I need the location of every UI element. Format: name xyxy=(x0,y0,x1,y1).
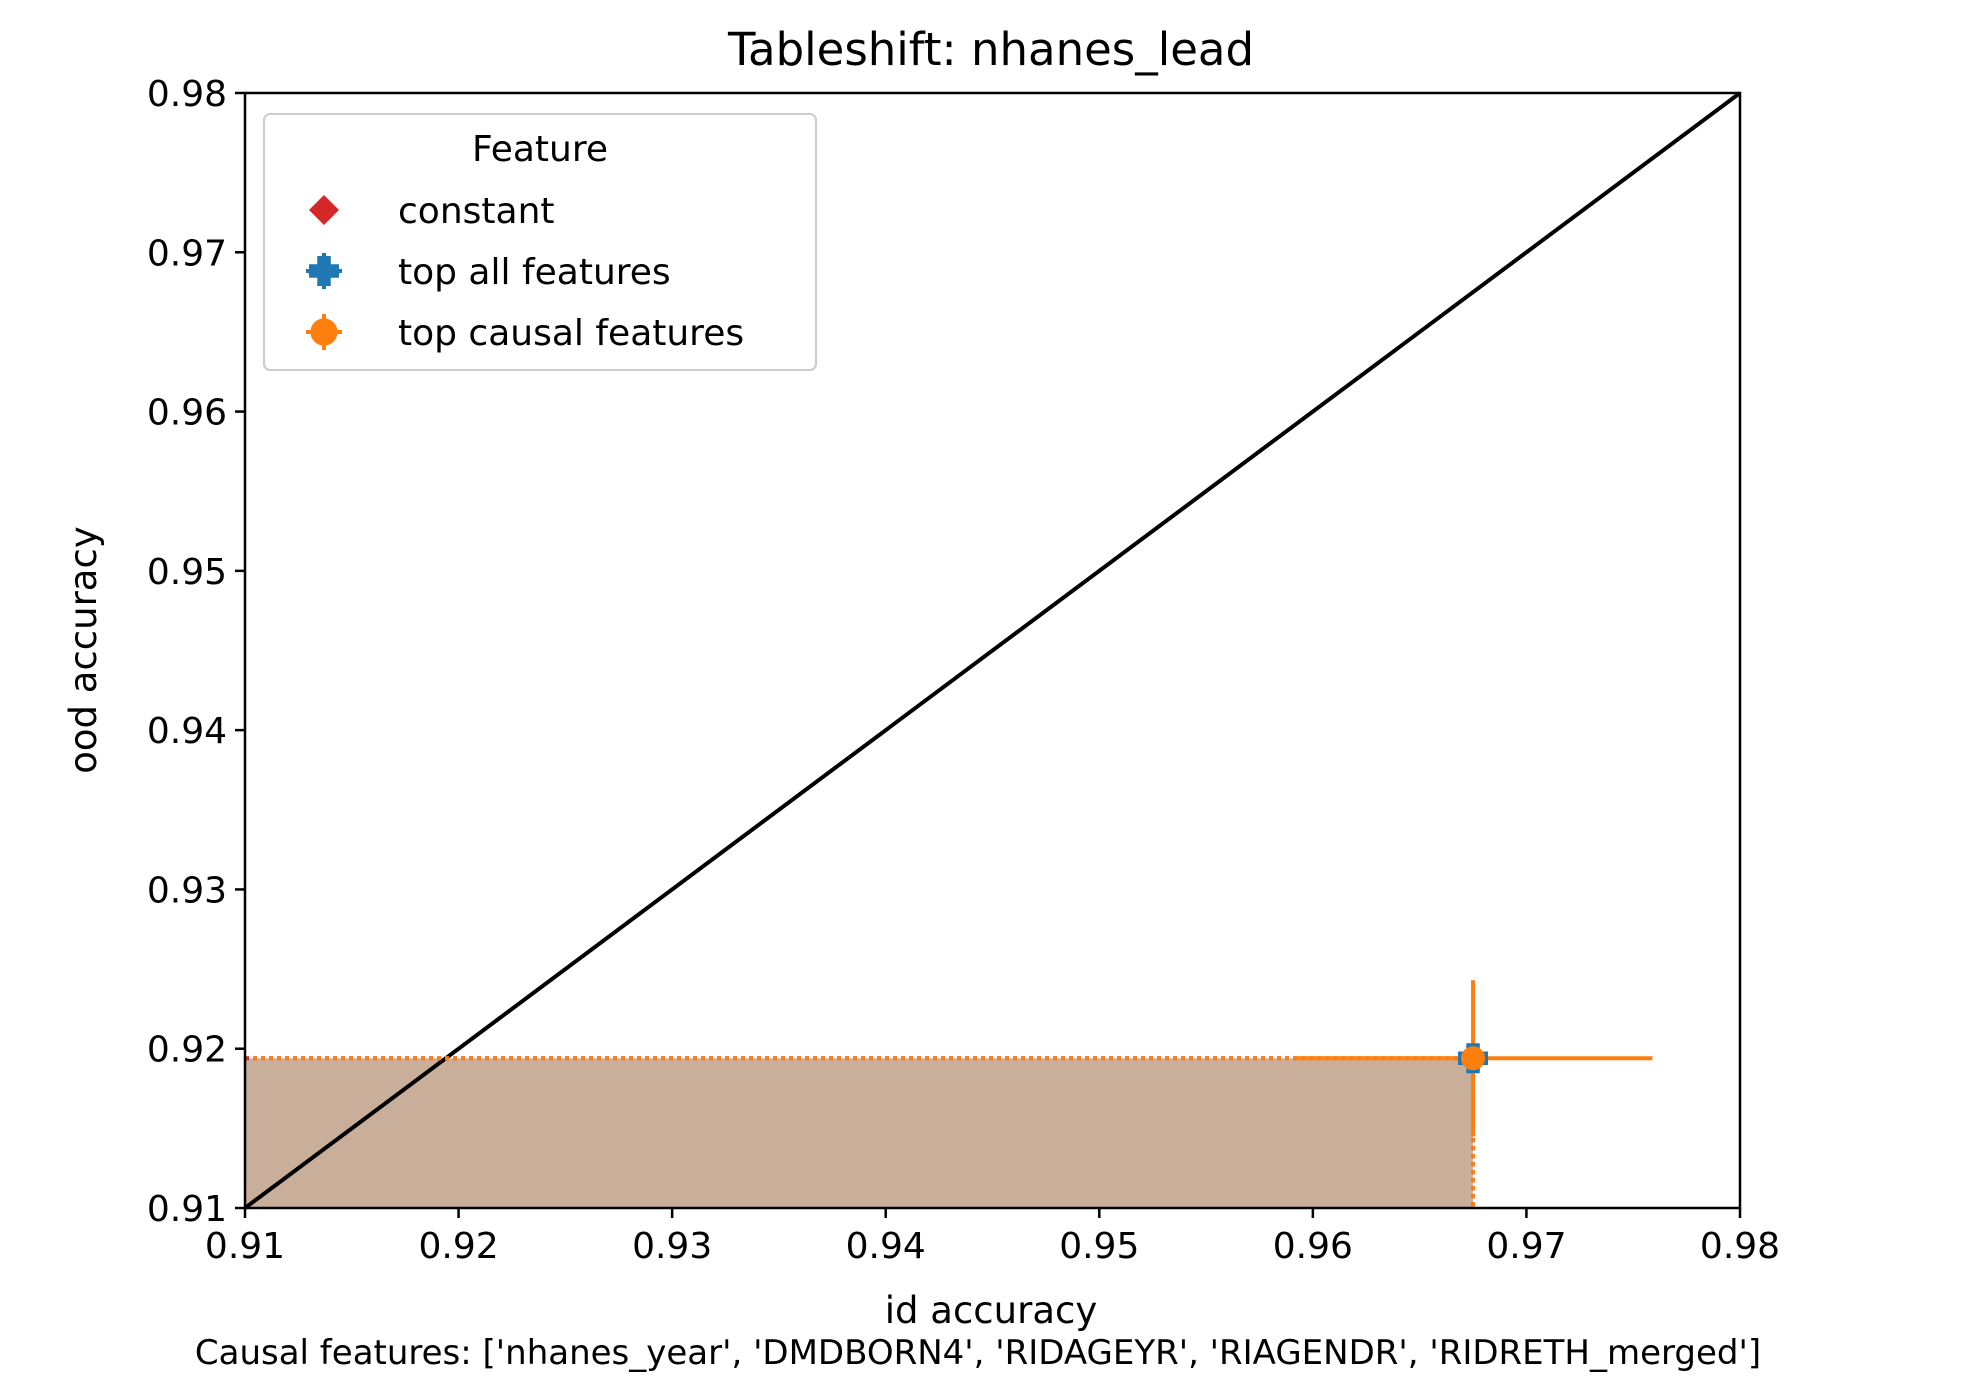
legend: Feature constant top all features top caus… xyxy=(263,113,817,371)
y-tick-label: 0.96 xyxy=(147,393,227,434)
legend-label-constant: constant xyxy=(398,191,555,232)
x-tick-label: 0.92 xyxy=(418,1226,498,1267)
x-tick-label: 0.93 xyxy=(632,1226,712,1267)
legend-label-top-causal-features: top causal features xyxy=(398,313,744,354)
legend-top-causal-features-marker xyxy=(310,318,338,346)
legend-entries: constant top all features top causal featu… xyxy=(306,191,744,354)
legend-title: Feature xyxy=(472,129,608,170)
x-tick-label: 0.95 xyxy=(1059,1226,1139,1267)
legend-constant-marker xyxy=(309,195,339,225)
caption: Causal features: ['nhanes_year', 'DMDBOR… xyxy=(195,1333,1761,1373)
y-tick-label: 0.95 xyxy=(147,552,227,593)
x-tick-label: 0.97 xyxy=(1486,1226,1566,1267)
shaded-region xyxy=(245,1058,1474,1208)
plot-frame xyxy=(243,91,1742,1210)
y-tick-label: 0.93 xyxy=(147,870,227,911)
x-tick-label: 0.96 xyxy=(1273,1226,1353,1267)
legend-label-top-all-features: top all features xyxy=(398,252,671,293)
x-tick-label: 0.91 xyxy=(205,1226,285,1267)
plot-area: 0.91 0.92 0.93 0.94 0.95 0.96 0.97 0.98 0.91 0.92… xyxy=(147,74,1780,1267)
y-tick-label: 0.97 xyxy=(147,233,227,274)
x-tick-label: 0.94 xyxy=(846,1226,926,1267)
y-tick-label: 0.94 xyxy=(147,711,227,752)
legend-frame xyxy=(263,113,817,371)
legend-top-all-features-marker xyxy=(309,256,339,286)
y-tick-label: 0.92 xyxy=(147,1030,227,1071)
chart-title: Tableshift: nhanes_lead xyxy=(727,23,1254,76)
top-causal-features-marker xyxy=(1461,1046,1486,1071)
diagonal-line xyxy=(243,91,1742,1210)
y-axis-label: ood accuracy xyxy=(62,526,105,773)
x-axis-label: id accuracy xyxy=(885,1289,1097,1332)
x-tick-label: 0.98 xyxy=(1700,1226,1780,1267)
y-tick-label: 0.91 xyxy=(147,1189,227,1230)
y-tick-label: 0.98 xyxy=(147,74,227,115)
